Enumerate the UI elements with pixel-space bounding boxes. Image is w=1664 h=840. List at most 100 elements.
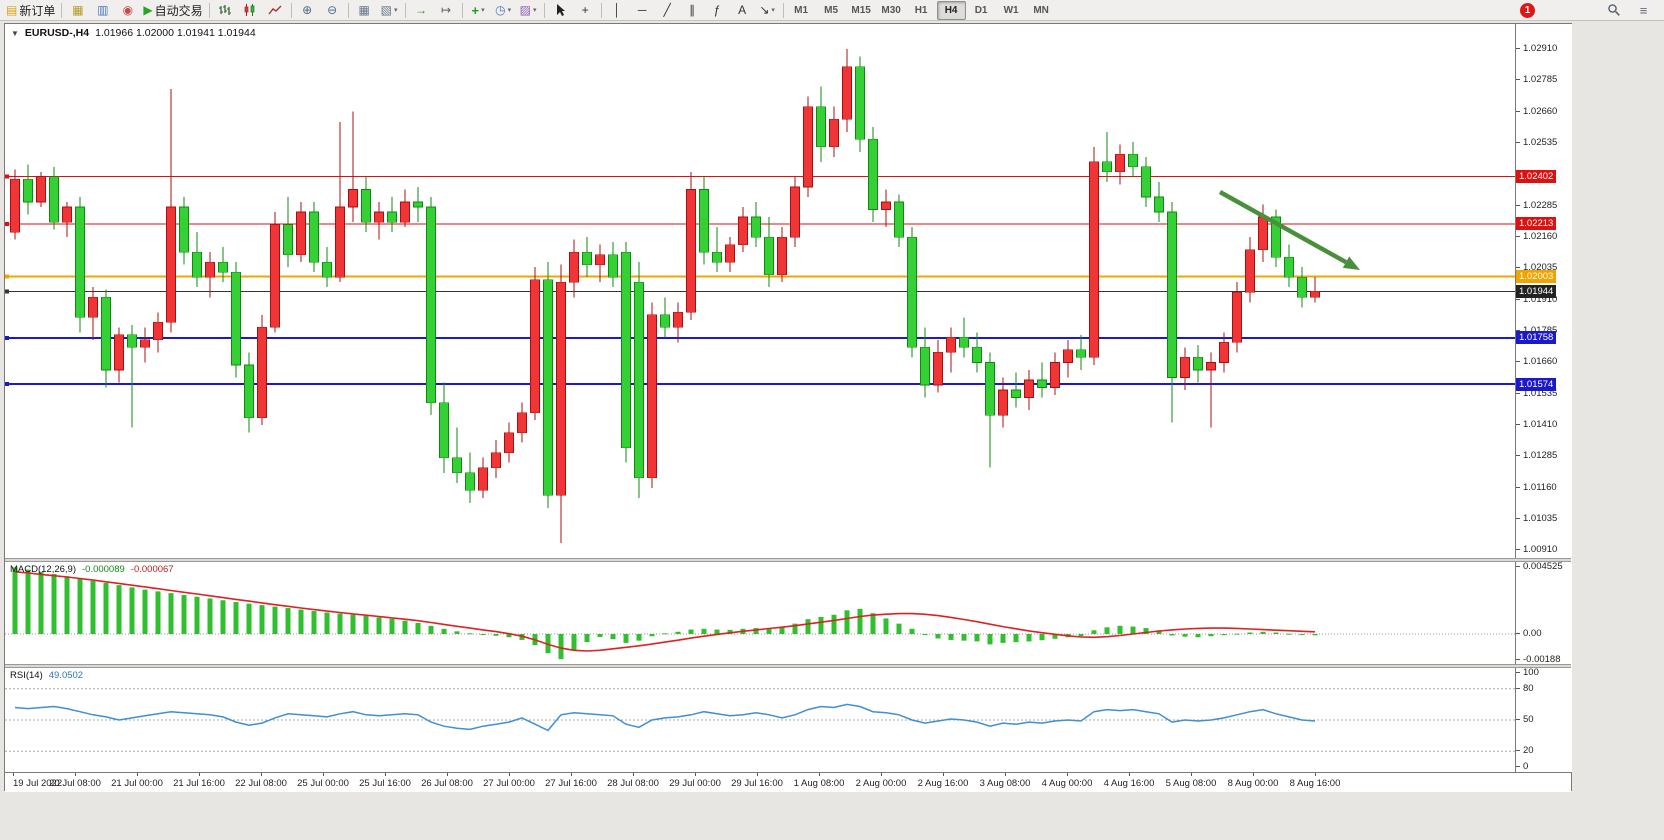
periods-button[interactable]: ◷ ▾ [491, 0, 516, 20]
templates-button[interactable]: ▨ ▾ [516, 0, 541, 20]
price-line-badge: 1.02402 [1516, 169, 1557, 183]
tile-windows-icon-glyph: ▦ [358, 3, 370, 17]
vertical-line-icon[interactable]: │ [605, 0, 630, 20]
price-axis[interactable]: 1.02910 1.02785 1.02660 1.02535 1.02285 1.021… [1515, 24, 1572, 772]
ohlc-bars-icon[interactable] [213, 0, 238, 20]
time-tick [13, 773, 14, 776]
market-watch-icon-button[interactable]: ◉ [115, 0, 140, 20]
profile-charts-icon-button[interactable]: ▥ [90, 0, 115, 20]
trend-arrow-annotation[interactable] [1218, 190, 1360, 270]
candle [504, 422, 514, 463]
zoom-in-icon[interactable]: ⊕ [295, 0, 320, 20]
chart-title: ▼ EURUSD-,H4 1.01966 1.02000 1.01941 1.0… [11, 27, 256, 39]
cursor-icon[interactable] [548, 0, 573, 20]
rsi-chart-svg [5, 688, 1515, 752]
time-tick [943, 773, 944, 776]
candle [712, 227, 722, 273]
timeframe-button-m5[interactable]: M5 [824, 4, 839, 16]
candle [517, 402, 527, 443]
new-order-button[interactable]: ▤ 新订单 [3, 0, 58, 20]
timeframe-button-h4[interactable]: H4 [936, 0, 966, 20]
time-label: 26 Jul 08:00 [421, 778, 473, 789]
candle [790, 176, 800, 248]
text-label-icon[interactable]: A [730, 0, 755, 20]
pane-splitter[interactable] [5, 558, 1571, 562]
toolbar-separator [461, 2, 463, 18]
market-watch-icon-glyph: ◉ [122, 3, 134, 17]
candlestick-chart-icon[interactable] [238, 0, 263, 20]
price-level-line[interactable] [5, 174, 1515, 179]
time-label: 29 Jul 00:00 [669, 778, 721, 789]
candle [855, 56, 865, 152]
price-level-line[interactable] [5, 335, 1515, 340]
price-tick-label: 1.01035 [1516, 514, 1557, 524]
time-label: 4 Aug 00:00 [1041, 778, 1093, 789]
time-label: 21 Jul 00:00 [111, 778, 163, 789]
menu-icon[interactable]: ≡ [1639, 2, 1648, 18]
arrows-icon[interactable]: ↘ ▾ [755, 0, 780, 20]
price-level-line[interactable] [5, 274, 1515, 279]
rsi-line [14, 703, 1316, 732]
candle [10, 169, 20, 240]
candle [1232, 282, 1242, 353]
candle [322, 247, 332, 288]
chart-shift-icon[interactable]: ↦ [434, 0, 459, 20]
charts-bar-icon-button[interactable]: ▦ [65, 0, 90, 20]
line-chart-icon[interactable] [263, 0, 288, 20]
timeframe-button-mn[interactable]: MN [1033, 4, 1049, 16]
time-tick [509, 773, 510, 776]
toolbar-separator [347, 2, 349, 18]
toolbar-separator [404, 2, 406, 18]
channel-icon[interactable]: ∥ [680, 0, 705, 20]
candle [959, 317, 969, 358]
price-tick-label: 1.02910 [1516, 44, 1557, 54]
timeframe-button-m30[interactable]: M30 [881, 4, 901, 16]
pane-splitter[interactable] [5, 664, 1571, 668]
candle [972, 332, 982, 373]
horizontal-line-icon[interactable]: ─ [630, 0, 655, 20]
rsi-indicator-pane[interactable]: RSI(14) 49.0502 [5, 668, 1515, 772]
indicators-button[interactable]: + ▾ [466, 0, 491, 20]
price-level-line[interactable] [5, 382, 1515, 387]
zoom-out-icon[interactable]: ⊖ [320, 0, 345, 20]
timeframe-button-h1[interactable]: H1 [914, 4, 928, 16]
candle [166, 89, 176, 333]
autotrade-button[interactable]: ▶ 自动交易 [140, 0, 205, 20]
timeframe-button-m1[interactable]: M1 [794, 4, 809, 16]
rsi-axis-label: 20 [1516, 746, 1534, 756]
time-tick [819, 773, 820, 776]
price-level-line[interactable] [5, 289, 1515, 294]
time-label: 25 Jul 16:00 [359, 778, 411, 789]
macd-indicator-pane[interactable]: MACD(12,26,9) -0.000089 -0.000067 [5, 562, 1515, 664]
time-tick [1129, 773, 1130, 776]
time-label: 2 Aug 16:00 [917, 778, 969, 789]
chevron-down-icon: ▾ [507, 7, 512, 14]
time-label: 4 Aug 16:00 [1103, 778, 1155, 789]
search-icon[interactable] [1601, 0, 1626, 20]
auto-scroll-icon[interactable]: → [409, 0, 434, 20]
candle [634, 262, 644, 498]
candle [985, 352, 995, 468]
new-chart-icon[interactable]: ▧ ▾ [377, 0, 402, 20]
timeframe-button-d1[interactable]: D1 [974, 4, 988, 16]
notification-badge[interactable]: 1 [1520, 2, 1535, 18]
tile-windows-icon[interactable]: ▦ [352, 0, 377, 20]
price-line-badge: 1.02003 [1516, 269, 1557, 283]
candle [1102, 131, 1112, 182]
timeframe-button-w1[interactable]: W1 [1003, 4, 1019, 16]
time-axis[interactable]: 19 Jul 2022 20 Jul 08:00 21 Jul 00:00 21 Ju… [5, 772, 1571, 792]
toolbar-separator [208, 2, 210, 18]
profile-charts-icon-glyph: ▥ [97, 3, 109, 17]
fibonacci-icon[interactable]: ƒ [705, 0, 730, 20]
price-chart-pane[interactable]: ▼ EURUSD-,H4 1.01966 1.02000 1.01941 1.0… [5, 24, 1515, 558]
timeframe-button-m15[interactable]: M15 [851, 4, 871, 16]
price-tick-label: 1.02035 [1516, 263, 1557, 273]
periods-glyph: ◷ [495, 3, 506, 17]
trendline-icon[interactable]: ╱ [655, 0, 680, 20]
crosshair-icon[interactable]: + [573, 0, 598, 20]
rsi-axis-label: 50 [1516, 715, 1534, 725]
candle [1089, 146, 1099, 365]
candle [595, 244, 605, 283]
toolbar-right-group: 1 ≡ [1520, 0, 1661, 20]
